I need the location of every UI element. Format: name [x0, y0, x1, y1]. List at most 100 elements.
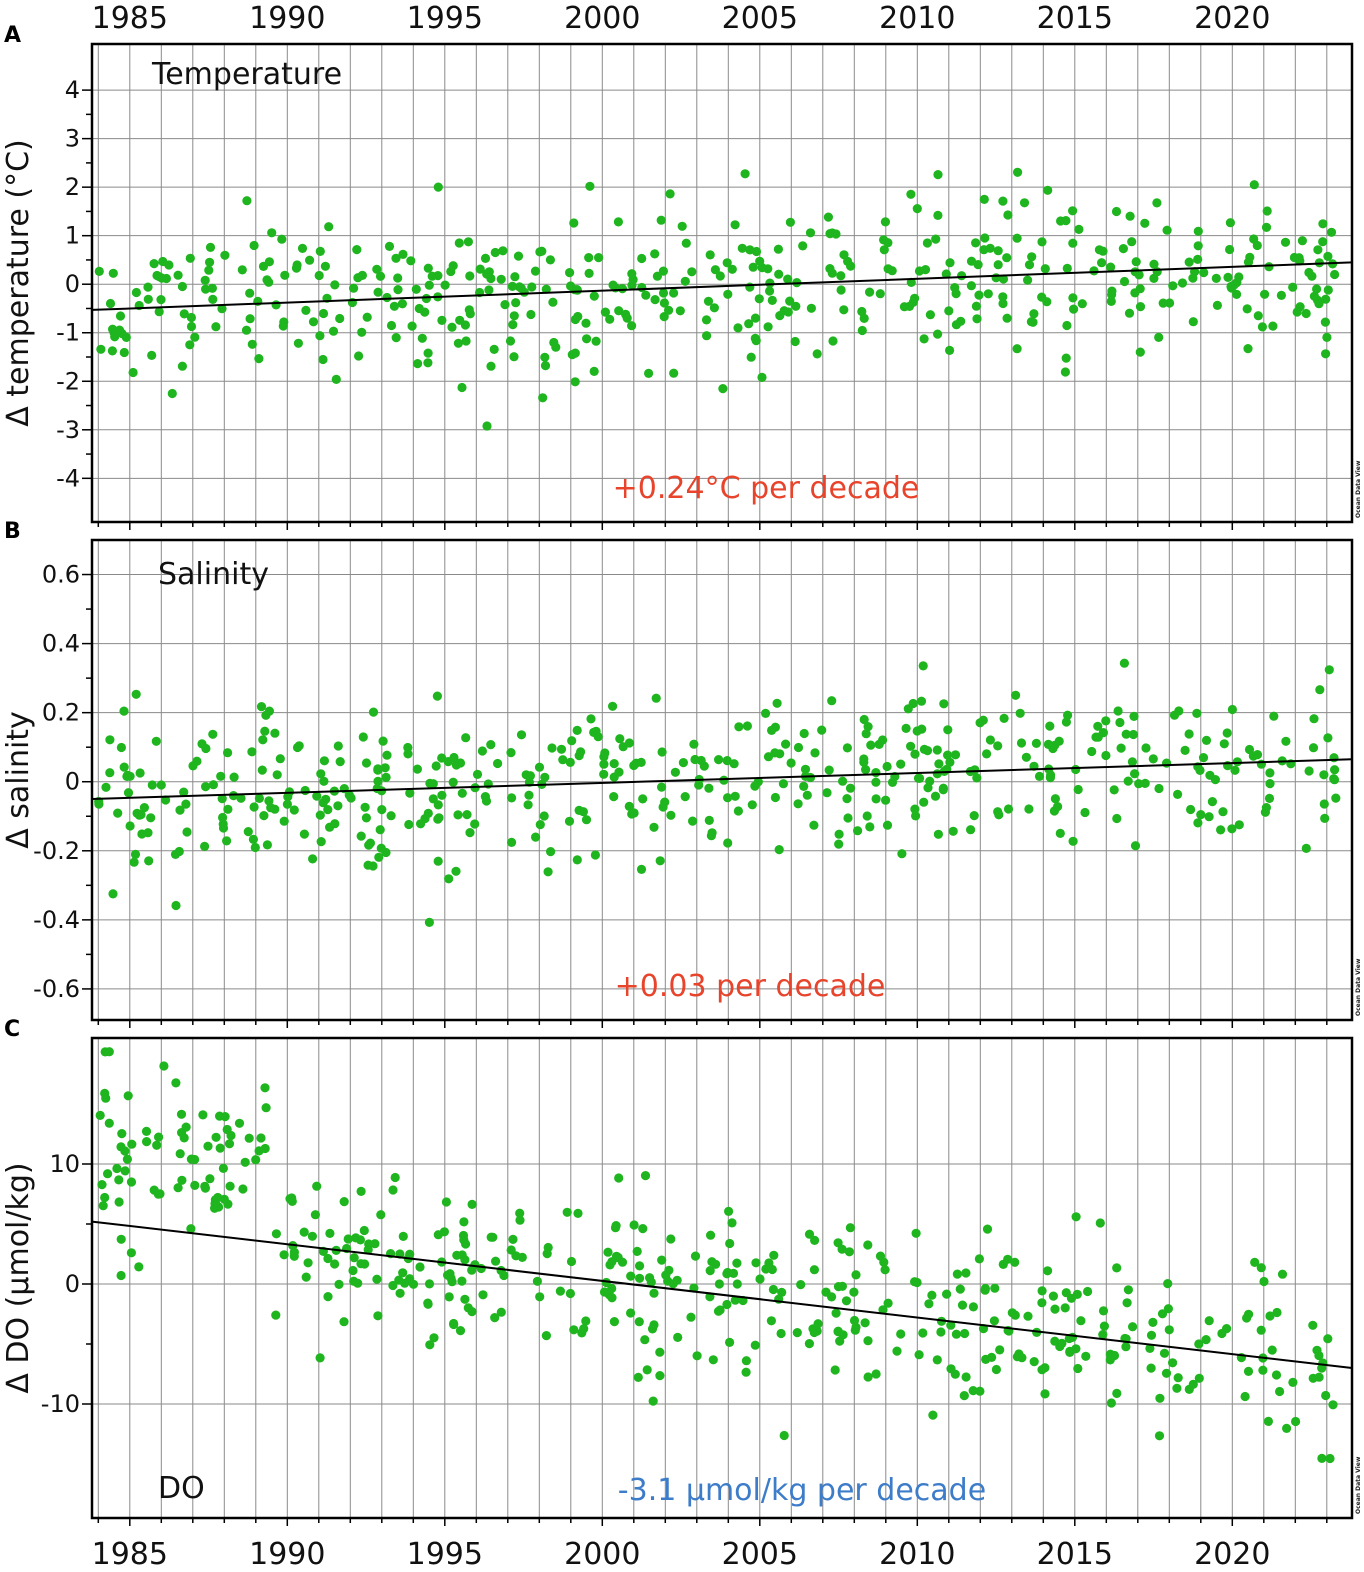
data-point: [380, 763, 390, 773]
data-point: [279, 816, 289, 826]
trend-rate-label: +0.03 per decade: [615, 969, 886, 1004]
data-point: [264, 277, 274, 287]
data-point: [1135, 302, 1146, 312]
data-point: [198, 1110, 208, 1120]
data-point: [325, 822, 335, 832]
data-point: [859, 313, 869, 323]
data-point: [706, 1230, 716, 1240]
data-point: [493, 758, 503, 769]
data-point: [549, 337, 559, 348]
data-point: [154, 307, 164, 317]
data-point: [1313, 245, 1323, 255]
data-point: [375, 271, 386, 281]
data-point: [644, 368, 654, 378]
data-point: [906, 277, 916, 287]
data-point: [254, 354, 264, 364]
data-point: [505, 336, 516, 346]
data-point: [365, 838, 375, 848]
data-point: [603, 1247, 613, 1257]
data-point: [104, 1118, 114, 1128]
data-point: [1012, 1352, 1023, 1362]
data-point: [1135, 347, 1145, 357]
data-point: [1098, 728, 1108, 738]
data-point: [1308, 1320, 1318, 1330]
data-point: [892, 1346, 902, 1356]
data-point: [776, 1328, 786, 1339]
data-point: [666, 1234, 676, 1244]
panel-b: -0.6 -0.4 -0.2 0 0.2 0.4 0.6 B Salinity +0.03 per…: [1, 519, 1362, 1028]
data-point: [1295, 256, 1305, 266]
data-point: [915, 773, 925, 784]
data-point: [638, 794, 648, 804]
data-point: [791, 301, 801, 311]
data-point: [1093, 721, 1103, 731]
data-point: [933, 329, 943, 339]
data-point: [1265, 768, 1275, 778]
data-point: [1288, 282, 1298, 292]
data-point: [200, 275, 210, 285]
data-point: [275, 754, 285, 764]
data-point: [323, 805, 333, 815]
data-point: [981, 1354, 991, 1364]
data-point: [330, 280, 340, 290]
data-point: [860, 1318, 870, 1328]
data-point: [391, 253, 401, 263]
data-point: [1073, 784, 1083, 795]
data-point: [649, 822, 659, 832]
data-point: [1040, 1389, 1050, 1399]
data-point: [496, 1307, 506, 1317]
data-point: [701, 315, 712, 325]
data-point: [704, 815, 714, 826]
data-point: [1146, 1330, 1157, 1340]
data-point: [248, 834, 258, 845]
data-point: [786, 758, 796, 768]
bottom-year-label: 2010: [879, 1537, 955, 1572]
data-point: [460, 320, 470, 330]
data-point: [1106, 262, 1116, 272]
data-point: [1177, 278, 1188, 288]
watermark-text: Ocean Data View: [1355, 460, 1362, 518]
y-tick-label: 0: [65, 1270, 80, 1298]
data-point: [593, 732, 603, 742]
data-point: [990, 1283, 1000, 1293]
data-point: [289, 805, 299, 815]
data-point: [1068, 836, 1078, 846]
data-point: [936, 1327, 946, 1337]
data-point: [841, 1296, 852, 1306]
data-point: [842, 794, 852, 804]
data-points: [95, 1047, 1338, 1464]
data-point: [708, 1355, 718, 1365]
data-point: [1161, 1368, 1172, 1378]
data-point: [932, 769, 942, 779]
data-point: [1321, 294, 1331, 304]
y-tick-label: 0.6: [42, 561, 80, 589]
data-point: [1021, 752, 1031, 762]
data-point: [540, 772, 550, 782]
data-point: [1101, 750, 1111, 761]
data-point: [323, 1253, 333, 1264]
data-point: [1011, 690, 1021, 700]
data-point: [361, 813, 371, 823]
data-point: [94, 266, 104, 276]
data-point: [507, 793, 517, 803]
data-point: [998, 292, 1008, 302]
data-point: [1076, 1316, 1086, 1326]
x-ticks: [97, 1518, 1328, 1526]
data-point: [1162, 225, 1172, 235]
data-point: [249, 240, 259, 251]
data-point: [772, 698, 782, 708]
data-point: [641, 290, 651, 300]
data-point: [1308, 1373, 1318, 1383]
data-point: [1098, 246, 1108, 256]
data-point: [543, 867, 553, 877]
data-point: [161, 273, 171, 284]
data-point: [241, 325, 252, 335]
data-point: [614, 1173, 624, 1183]
data-point: [991, 273, 1001, 283]
data-point: [565, 757, 575, 768]
data-point: [1081, 1351, 1091, 1361]
data-point: [108, 324, 118, 334]
data-point: [141, 1126, 152, 1136]
y-tick-label: 0.2: [42, 699, 80, 727]
data-point: [582, 334, 592, 344]
